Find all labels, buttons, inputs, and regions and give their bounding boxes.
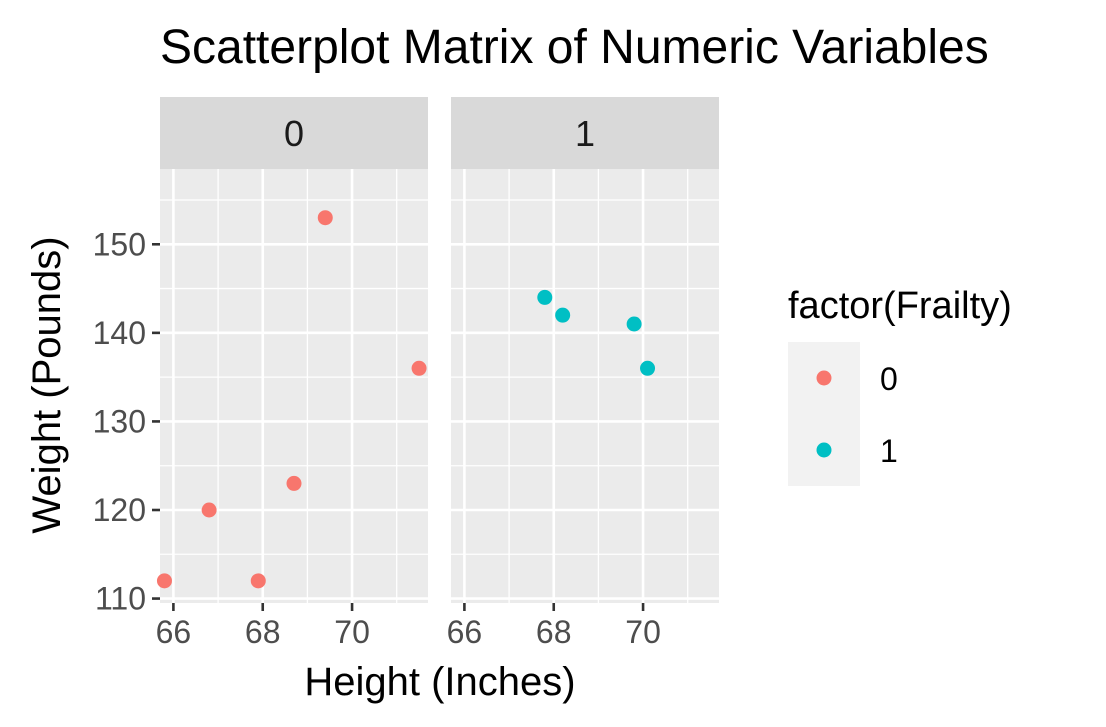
y-tick-label: 110	[95, 581, 146, 617]
y-tick-label: 150	[93, 226, 146, 262]
data-point-0-3	[286, 475, 302, 491]
legend-title: factor(Frailty)	[788, 285, 1012, 327]
y-tick-label: 130	[93, 403, 146, 439]
facet-strip-label: 0	[284, 113, 304, 154]
facet-panels: 0 66 68 70 1 66 68 70	[156, 97, 719, 650]
data-point-1-2	[626, 316, 642, 332]
x-tick-label: 66	[447, 614, 483, 650]
legend-key-0	[816, 370, 832, 386]
legend-key-background	[788, 342, 860, 486]
facet-panel-0: 0 66 68 70	[156, 97, 428, 650]
chart-title: Scatterplot Matrix of Numeric Variables	[160, 21, 989, 74]
facet-panel-1: 1 66 68 70	[447, 97, 719, 650]
legend-label-1: 1	[880, 433, 898, 469]
data-point-0-1	[201, 502, 217, 518]
data-point-0-0	[156, 573, 172, 589]
data-point-0-4	[317, 210, 333, 226]
x-tick-label: 68	[245, 614, 281, 650]
legend-label-0: 0	[880, 361, 898, 397]
x-tick-label: 70	[334, 614, 370, 650]
y-tick-label: 120	[93, 492, 146, 528]
data-point-1-0	[537, 289, 553, 305]
data-point-0-5	[411, 360, 427, 376]
x-tick-label: 66	[156, 614, 192, 650]
x-tick-label: 68	[536, 614, 572, 650]
facet-strip-label: 1	[575, 113, 595, 154]
x-axis-title: Height (Inches)	[304, 660, 575, 704]
y-axis-title: Weight (Pounds)	[25, 236, 69, 533]
data-point-0-2	[250, 573, 266, 589]
legend-entries: 01	[816, 361, 898, 469]
data-point-1-1	[555, 307, 571, 323]
y-axis: 110 120 130 140 150	[93, 226, 160, 617]
facet-strip	[160, 97, 428, 169]
legend: factor(Frailty) 01	[788, 285, 1012, 486]
y-tick-label: 140	[93, 315, 146, 351]
panel-background	[160, 169, 428, 603]
facet-strip	[451, 97, 719, 169]
panel-background	[451, 169, 719, 603]
x-tick-label: 70	[625, 614, 661, 650]
data-point-1-3	[640, 360, 656, 376]
legend-key-1	[816, 442, 832, 458]
